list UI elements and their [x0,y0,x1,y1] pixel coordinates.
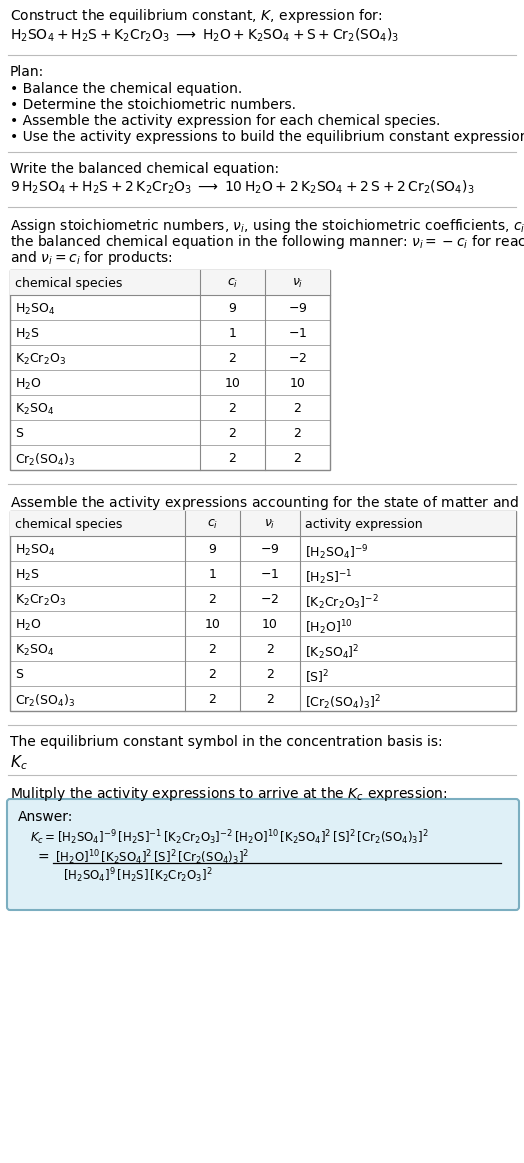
Text: Plan:: Plan: [10,65,44,79]
Text: $[\mathrm{H_2S}]^{-1}$: $[\mathrm{H_2S}]^{-1}$ [305,568,352,586]
Text: $[\mathrm{H_2SO_4}]^{-9}$: $[\mathrm{H_2SO_4}]^{-9}$ [305,543,368,562]
Text: $[\mathrm{H_2SO_4}]^{9}\,[\mathrm{H_2S}]\,[\mathrm{K_2Cr_2O_3}]^{2}$: $[\mathrm{H_2SO_4}]^{9}\,[\mathrm{H_2S}]… [63,866,213,885]
Text: Assemble the activity expressions accounting for the state of matter and $\nu_i$: Assemble the activity expressions accoun… [10,494,524,512]
Text: Construct the equilibrium constant, $K$, expression for:: Construct the equilibrium constant, $K$,… [10,7,383,24]
Text: • Assemble the activity expression for each chemical species.: • Assemble the activity expression for e… [10,114,440,128]
Text: $[\mathrm{H_2O}]^{10}$: $[\mathrm{H_2O}]^{10}$ [305,618,353,636]
Text: 10: 10 [290,377,305,390]
Text: $\mathrm{K_2SO_4}$: $\mathrm{K_2SO_4}$ [15,402,54,418]
Text: 10: 10 [204,618,221,632]
Text: $c_i$: $c_i$ [227,277,238,290]
Text: $\nu_i$: $\nu_i$ [264,518,276,531]
Text: 2: 2 [228,402,236,415]
Text: 9: 9 [209,543,216,556]
Text: $\nu_i$: $\nu_i$ [292,277,303,290]
Text: $K_c$: $K_c$ [10,752,28,772]
Text: The equilibrium constant symbol in the concentration basis is:: The equilibrium constant symbol in the c… [10,735,443,749]
Text: 10: 10 [225,377,241,390]
Text: $K_c = [\mathrm{H_2SO_4}]^{-9}\,[\mathrm{H_2S}]^{-1}\,[\mathrm{K_2Cr_2O_3}]^{-2}: $K_c = [\mathrm{H_2SO_4}]^{-9}\,[\mathrm… [30,828,429,847]
Text: $-9$: $-9$ [288,302,307,315]
Text: 1: 1 [209,568,216,582]
Text: $\mathrm{H_2SO_4}$: $\mathrm{H_2SO_4}$ [15,302,56,317]
Text: $\mathrm{K_2Cr_2O_3}$: $\mathrm{K_2Cr_2O_3}$ [15,352,66,368]
Text: $-9$: $-9$ [260,543,280,556]
Text: 2: 2 [209,693,216,706]
Text: 2: 2 [228,427,236,440]
Text: 2: 2 [293,427,301,440]
Text: $\mathrm{9\,H_2SO_4 + H_2S + 2\,K_2Cr_2O_3}$$\;\longrightarrow\;$$\mathrm{10\,H_: $\mathrm{9\,H_2SO_4 + H_2S + 2\,K_2Cr_2O… [10,179,474,197]
Text: $\mathrm{H_2O}$: $\mathrm{H_2O}$ [15,618,41,633]
Text: the balanced chemical equation in the following manner: $\nu_i = -c_i$ for react: the balanced chemical equation in the fo… [10,233,524,251]
Text: activity expression: activity expression [305,518,423,531]
Text: 2: 2 [293,452,301,465]
Text: 2: 2 [228,352,236,365]
Text: 9: 9 [228,302,236,315]
Text: 2: 2 [266,693,274,706]
Text: $\mathrm{K_2Cr_2O_3}$: $\mathrm{K_2Cr_2O_3}$ [15,593,66,608]
Text: $\mathrm{H_2S}$: $\mathrm{H_2S}$ [15,327,40,342]
Text: $[\mathrm{K_2SO_4}]^{2}$: $[\mathrm{K_2SO_4}]^{2}$ [305,643,359,662]
Text: and $\nu_i = c_i$ for products:: and $\nu_i = c_i$ for products: [10,249,173,267]
Text: chemical species: chemical species [15,518,123,531]
Text: $\mathrm{H_2S}$: $\mathrm{H_2S}$ [15,568,40,583]
Text: S: S [15,427,23,440]
Text: $\mathrm{H_2O}$: $\mathrm{H_2O}$ [15,377,41,392]
Text: $\mathrm{H_2SO_4 + H_2S + K_2Cr_2O_3}$$\;\longrightarrow\;$$\mathrm{H_2O + K_2SO: $\mathrm{H_2SO_4 + H_2S + K_2Cr_2O_3}$$\… [10,27,399,44]
Text: 2: 2 [266,668,274,682]
Text: $\mathrm{H_2SO_4}$: $\mathrm{H_2SO_4}$ [15,543,56,558]
Text: • Determine the stoichiometric numbers.: • Determine the stoichiometric numbers. [10,98,296,112]
Text: 2: 2 [293,402,301,415]
Text: $=$: $=$ [35,849,50,863]
Text: Assign stoichiometric numbers, $\nu_i$, using the stoichiometric coefficients, $: Assign stoichiometric numbers, $\nu_i$, … [10,217,524,235]
Text: Answer:: Answer: [18,809,73,825]
Text: $[\mathrm{S}]^{2}$: $[\mathrm{S}]^{2}$ [305,668,330,685]
Text: $[\mathrm{H_2O}]^{10}\,[\mathrm{K_2SO_4}]^{2}\,[\mathrm{S}]^{2}\,[\mathrm{Cr_2(S: $[\mathrm{H_2O}]^{10}\,[\mathrm{K_2SO_4}… [55,848,249,866]
Text: $\mathrm{Cr_2(SO_4)_3}$: $\mathrm{Cr_2(SO_4)_3}$ [15,693,75,709]
Text: 1: 1 [228,327,236,340]
Text: 2: 2 [209,643,216,656]
Text: S: S [15,668,23,682]
Text: $-2$: $-2$ [260,593,279,606]
Bar [10,511,516,536]
Text: $-1$: $-1$ [260,568,280,582]
Bar [10,270,330,295]
Text: $\mathrm{K_2SO_4}$: $\mathrm{K_2SO_4}$ [15,643,54,658]
Bar [10,270,330,470]
Bar [10,511,516,711]
Text: $-2$: $-2$ [288,352,307,365]
Text: $\mathrm{Cr_2(SO_4)_3}$: $\mathrm{Cr_2(SO_4)_3}$ [15,452,75,468]
Text: $-1$: $-1$ [288,327,307,340]
Text: $[\mathrm{Cr_2(SO_4)_3}]^{2}$: $[\mathrm{Cr_2(SO_4)_3}]^{2}$ [305,693,381,712]
Text: Mulitply the activity expressions to arrive at the $K_c$ expression:: Mulitply the activity expressions to arr… [10,785,447,802]
Text: $[\mathrm{K_2Cr_2O_3}]^{-2}$: $[\mathrm{K_2Cr_2O_3}]^{-2}$ [305,593,379,612]
Text: 2: 2 [209,668,216,682]
Text: chemical species: chemical species [15,277,123,290]
Text: 2: 2 [266,643,274,656]
Text: • Use the activity expressions to build the equilibrium constant expression.: • Use the activity expressions to build … [10,130,524,144]
Text: $c_i$: $c_i$ [207,518,218,531]
Text: 2: 2 [209,593,216,606]
Text: 10: 10 [262,618,278,632]
FancyBboxPatch shape [7,799,519,909]
Text: Write the balanced chemical equation:: Write the balanced chemical equation: [10,162,279,176]
Text: 2: 2 [228,452,236,465]
Text: • Balance the chemical equation.: • Balance the chemical equation. [10,83,242,97]
